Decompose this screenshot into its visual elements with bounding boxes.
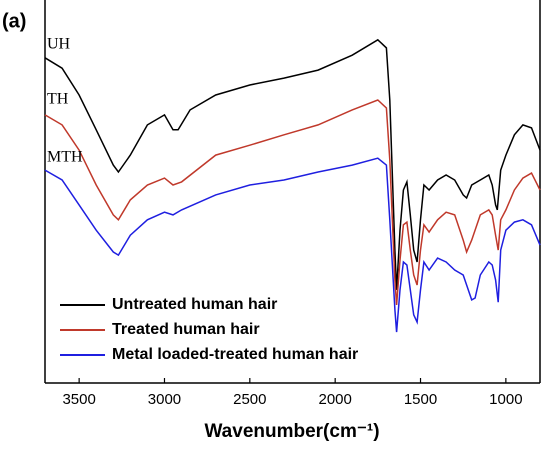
x-axis-label: Wavenumber(cm⁻¹) <box>204 421 379 442</box>
x-tick-label: 2000 <box>318 391 351 408</box>
x-tick-label: 3000 <box>148 391 181 408</box>
legend-label: Untreated human hair <box>112 296 277 313</box>
series-line <box>44 38 541 290</box>
x-tick-label: 2500 <box>233 391 266 408</box>
legend-label: Metal loaded-treated human hair <box>112 346 358 363</box>
curve-label: MTH <box>47 149 83 166</box>
series-line <box>44 99 541 305</box>
frame <box>44 0 541 384</box>
x-tick-label: 1000 <box>489 391 522 408</box>
series-line <box>44 157 541 333</box>
panel-label: (a) <box>2 10 26 32</box>
curve-label: UH <box>47 36 71 53</box>
legend-label: Treated human hair <box>112 321 260 338</box>
curve-label: TH <box>47 91 69 108</box>
x-tick-label: 3500 <box>62 391 95 408</box>
x-tick-label: 1500 <box>404 391 437 408</box>
